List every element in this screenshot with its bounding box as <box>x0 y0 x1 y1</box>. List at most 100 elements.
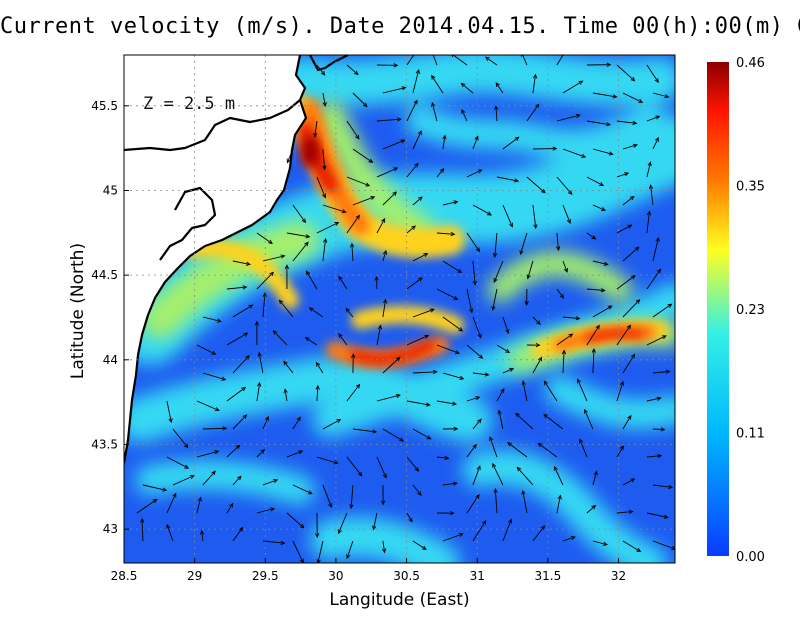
velocity-arrow <box>199 529 205 542</box>
velocity-arrow <box>172 428 189 449</box>
land-mass <box>124 55 306 463</box>
velocity-arrow <box>532 73 538 94</box>
velocity-arrow <box>652 369 671 374</box>
velocity-arrow <box>646 268 662 290</box>
velocity-arrow <box>436 400 457 406</box>
velocity-arrow <box>502 367 515 374</box>
velocity-arrow <box>502 204 513 228</box>
velocity-arrow <box>496 344 511 353</box>
velocity-arrow <box>646 64 659 84</box>
velocity-arrow <box>412 196 423 206</box>
velocity-arrow <box>442 532 464 542</box>
velocity-arrow <box>322 92 327 107</box>
velocity-arrow <box>562 204 571 225</box>
velocity-arrow <box>283 360 294 374</box>
velocity-arrow <box>202 426 228 431</box>
velocity-arrow <box>172 475 195 486</box>
velocity-arrow <box>556 176 573 196</box>
velocity-arrow <box>622 414 632 430</box>
colorbar-tick-label: 0.11 <box>736 427 765 442</box>
velocity-arrow <box>562 80 584 94</box>
velocity-arrow <box>376 217 386 234</box>
x-tick-label: 30 <box>328 569 343 583</box>
velocity-arrow <box>286 450 304 458</box>
velocity-arrow <box>226 285 248 290</box>
y-tick-label: 43.5 <box>91 437 118 451</box>
velocity-arrow <box>376 63 399 68</box>
colorbar-tick-label: 0.46 <box>736 56 765 71</box>
velocity-arrow <box>262 415 269 430</box>
velocity-arrow <box>284 264 290 290</box>
velocity-arrow <box>472 260 478 286</box>
y-tick-label: 45 <box>103 183 118 197</box>
map-title: Current velocity (m/s). Date 2014.04.15.… <box>0 14 800 39</box>
velocity-arrow <box>196 400 220 412</box>
velocity-arrow <box>616 172 630 178</box>
velocity-arrow <box>622 92 644 103</box>
velocity-arrow <box>652 303 673 318</box>
velocity-arrow <box>472 316 482 339</box>
velocity-arrow <box>256 507 276 514</box>
x-tick-label: 31.5 <box>534 569 561 583</box>
velocity-arrow <box>346 176 371 187</box>
velocity-arrow <box>382 249 388 262</box>
colorbar-tick-label: 0.00 <box>736 550 765 565</box>
velocity-arrow <box>202 470 216 486</box>
velocity-arrow <box>442 200 459 206</box>
y-tick-label: 45.5 <box>91 99 118 113</box>
velocity-arrow <box>491 288 498 311</box>
velocity-arrow <box>256 232 273 245</box>
velocity-arrow <box>432 55 438 66</box>
velocity-arrow <box>346 456 363 477</box>
velocity-arrow <box>315 361 324 374</box>
velocity-arrow <box>562 148 587 158</box>
velocity-arrow <box>553 465 564 486</box>
velocity-arrow <box>436 455 450 461</box>
velocity-arrow <box>515 412 534 430</box>
velocity-arrow <box>431 101 438 122</box>
velocity-arrow <box>232 475 242 486</box>
velocity-arrow <box>406 225 416 234</box>
velocity-arrow <box>254 320 260 346</box>
velocity-arrow <box>256 381 262 402</box>
velocity-arrow <box>256 448 266 458</box>
velocity-arrow <box>586 120 611 127</box>
velocity-arrow <box>278 299 294 318</box>
velocity-arrow <box>316 456 339 465</box>
velocity-arrow <box>374 275 379 290</box>
velocity-arrow <box>556 232 561 252</box>
velocity-arrow <box>292 484 313 495</box>
velocity-arrow <box>556 333 574 346</box>
velocity-arrow <box>532 204 538 230</box>
velocity-arrow <box>166 456 190 469</box>
velocity-arrow <box>406 162 419 178</box>
velocity-arrow <box>232 414 248 430</box>
velocity-arrow <box>232 304 254 318</box>
velocity-arrow <box>622 540 642 553</box>
velocity-arrow <box>622 195 635 206</box>
velocity-arrow <box>526 260 534 280</box>
velocity-arrow <box>586 62 612 67</box>
velocity-arrow <box>466 288 474 314</box>
velocity-arrow <box>616 380 624 402</box>
velocity-arrow <box>592 540 608 546</box>
velocity-arrow <box>562 535 576 542</box>
velocity-arrow <box>196 344 217 355</box>
velocity-arrow <box>322 484 333 509</box>
velocity-arrow <box>412 308 435 318</box>
velocity-arrow <box>622 246 640 262</box>
velocity-arrow <box>442 260 463 274</box>
velocity-arrow <box>412 68 420 94</box>
velocity-arrow <box>256 271 274 290</box>
velocity-arrow <box>646 335 667 346</box>
velocity-arrow <box>472 418 482 430</box>
velocity-arrow <box>226 386 247 402</box>
velocity-arrow <box>537 442 558 458</box>
velocity-arrow <box>496 387 505 402</box>
velocity-arrow <box>316 64 326 76</box>
velocity-arrow <box>316 176 327 199</box>
velocity-arrow <box>519 232 528 256</box>
velocity-arrow <box>382 298 388 318</box>
velocity-arrow <box>305 270 318 290</box>
